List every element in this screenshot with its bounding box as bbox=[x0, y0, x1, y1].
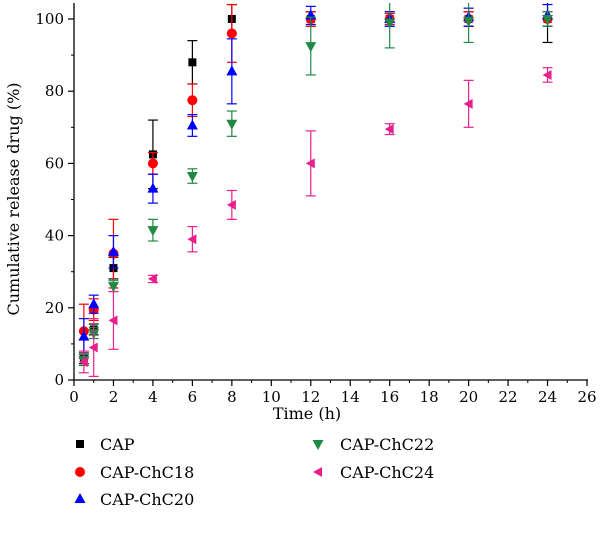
legend-marker bbox=[313, 467, 322, 477]
data-point bbox=[463, 98, 473, 109]
legend-label: CAP-ChC20 bbox=[100, 490, 194, 509]
x-tick-label: 20 bbox=[459, 388, 478, 406]
data-point bbox=[88, 298, 100, 309]
y-tick-label: 40 bbox=[45, 227, 64, 245]
data-point bbox=[107, 282, 119, 293]
x-axis-title: Time (h) bbox=[273, 404, 341, 423]
x-tick-label: 8 bbox=[227, 388, 237, 406]
data-point bbox=[107, 245, 119, 256]
data-point bbox=[226, 199, 236, 210]
x-tick-label: 2 bbox=[109, 388, 119, 406]
series-cap bbox=[78, 3, 553, 365]
data-point bbox=[147, 273, 157, 284]
legend-item: CAP bbox=[76, 435, 135, 454]
y-tick-label: 80 bbox=[45, 82, 64, 100]
x-tick-label: 26 bbox=[577, 388, 596, 406]
legend-item: CAP-ChC20 bbox=[74, 490, 194, 509]
data-point bbox=[147, 158, 158, 169]
legend-item: CAP-ChC22 bbox=[312, 435, 434, 454]
data-area bbox=[78, 3, 554, 377]
legend-item: CAP-ChC18 bbox=[75, 463, 194, 482]
data-point bbox=[147, 226, 159, 237]
data-point bbox=[305, 158, 315, 169]
x-tick-label: 14 bbox=[341, 388, 360, 406]
data-point bbox=[147, 182, 159, 193]
series-cap-chc24 bbox=[78, 67, 553, 377]
data-point bbox=[188, 58, 197, 67]
data-point bbox=[305, 42, 317, 53]
data-point bbox=[226, 119, 238, 130]
data-point bbox=[226, 65, 238, 76]
legend-marker bbox=[75, 467, 85, 477]
data-point bbox=[384, 18, 396, 29]
x-tick-label: 18 bbox=[420, 388, 439, 406]
x-tick-label: 6 bbox=[188, 388, 198, 406]
y-tick-label: 60 bbox=[45, 154, 64, 172]
data-point bbox=[463, 16, 475, 27]
legend-label: CAP-ChC18 bbox=[100, 463, 194, 482]
x-tick-label: 10 bbox=[262, 388, 281, 406]
series-cap-chc20 bbox=[78, 3, 554, 356]
y-tick-label: 20 bbox=[45, 299, 64, 317]
x-tick-label: 16 bbox=[380, 388, 399, 406]
x-tick-label: 24 bbox=[538, 388, 557, 406]
legend-marker bbox=[74, 493, 86, 503]
data-point bbox=[88, 342, 98, 353]
legend-marker bbox=[76, 440, 84, 448]
x-tick-label: 4 bbox=[148, 388, 158, 406]
data-point bbox=[108, 315, 118, 326]
data-point bbox=[384, 124, 394, 135]
x-tick-label: 22 bbox=[499, 388, 518, 406]
legend-label: CAP-ChC24 bbox=[340, 463, 434, 482]
y-tick-label: 0 bbox=[54, 371, 64, 389]
data-point bbox=[542, 69, 552, 80]
legend-label: CAP-ChC22 bbox=[340, 435, 434, 454]
y-axis-title: Cumulative release drug (%) bbox=[4, 82, 23, 315]
data-point bbox=[186, 119, 198, 130]
legend-label: CAP bbox=[100, 435, 135, 454]
series-cap-chc22 bbox=[78, 3, 554, 367]
series-cap-chc18 bbox=[78, 3, 553, 359]
data-point bbox=[78, 330, 90, 341]
legend: CAP CAP-ChC18 CAP-ChC20 CAP-ChC22 CAP-ChC24 bbox=[74, 435, 434, 509]
y-tick-label: 100 bbox=[35, 10, 64, 28]
x-tick-label: 0 bbox=[69, 388, 79, 406]
data-point bbox=[226, 28, 237, 39]
plot-layer bbox=[78, 3, 554, 377]
data-point bbox=[187, 95, 198, 106]
legend-marker bbox=[312, 440, 324, 450]
data-point bbox=[542, 15, 554, 25]
data-point bbox=[187, 234, 197, 245]
x-tick-label: 12 bbox=[301, 388, 320, 406]
legend-item: CAP-ChC24 bbox=[313, 463, 434, 482]
data-point bbox=[78, 356, 88, 367]
data-point bbox=[186, 172, 198, 183]
